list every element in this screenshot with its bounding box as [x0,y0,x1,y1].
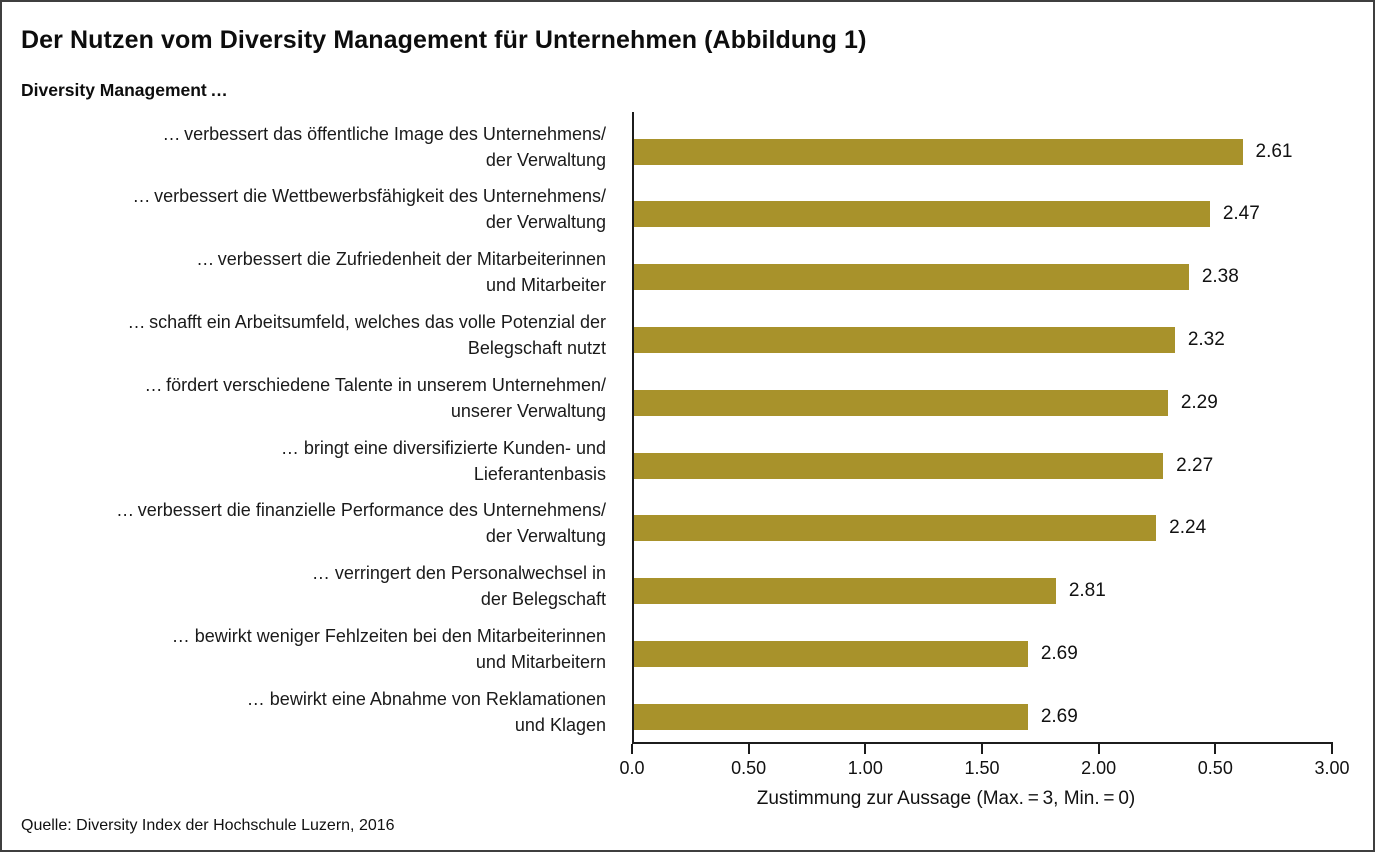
category-label: … verbessert die Zufriedenheit der Mitar… [196,249,606,296]
bar [633,452,1164,479]
bar [633,264,1189,291]
axis-tick-label: 1.50 [964,758,1000,778]
category-label: … schafft ein Arbeitsumfeld, welches das… [127,311,606,358]
axis-tick [1214,744,1217,754]
bar [633,703,1028,730]
axis-tick-label: 1.00 [847,758,883,778]
y-axis-line [632,112,634,742]
value-label: 2.69 [1040,642,1078,664]
category-label: … bewirkt eine Abnahme von Reklamationen… [246,688,606,735]
source-note: Quelle: Diversity Index der Hochschule L… [21,817,395,834]
axis-tick [1331,744,1333,754]
axis-tick [631,744,633,754]
value-label: 2.61 [1255,140,1293,162]
value-label: 2.27 [1176,454,1214,476]
value-label: 2.32 [1187,328,1225,350]
bar [633,515,1157,542]
category-label: … bringt eine diversifizierte Kunden- un… [280,437,606,484]
category-label: … verbessert die Wettbewerbsfähigkeit de… [132,186,606,233]
bar [633,389,1168,416]
category-label: … verringert den Personalwechsel in der B… [311,563,606,610]
value-label: 2.29 [1180,391,1218,413]
axis-tick [981,744,983,754]
axis-tick [747,744,750,754]
bar [633,138,1243,165]
axis-tick [1097,744,1100,754]
x-axis-title: Zustimmung zur Aussage (Max. = 3, Min. =… [756,788,1136,809]
axis-tick-label: 3.00 [1314,758,1350,778]
bar [633,201,1210,228]
axis-tick [864,744,867,754]
value-label: 2.81 [1068,580,1106,602]
axis-tick-label: 0.50 [731,758,767,778]
x-axis-line [632,742,1333,744]
axis-tick-label: 0.0 [619,758,645,778]
axis-tick-label: 0.50 [1197,758,1233,778]
category-label: … verbessert das öffentliche Image des U… [162,123,606,170]
bar [633,640,1028,667]
page-title: Der Nutzen vom Diversity Management für … [21,26,867,54]
value-label: 2.24 [1169,517,1207,539]
category-label: … bewirkt weniger Fehlzeiten bei den Mit… [171,625,606,672]
category-label: … verbessert die finanzielle Performance… [116,500,606,547]
value-label: 2.38 [1201,266,1239,288]
bar [633,326,1175,353]
value-label: 2.69 [1040,705,1078,727]
chart-subtitle: Diversity Management … [21,80,228,100]
category-label: … fördert verschiedene Talente in unsere… [144,374,606,421]
value-label: 2.47 [1222,203,1260,225]
axis-tick-label: 2.00 [1081,758,1117,778]
bar [633,578,1056,605]
